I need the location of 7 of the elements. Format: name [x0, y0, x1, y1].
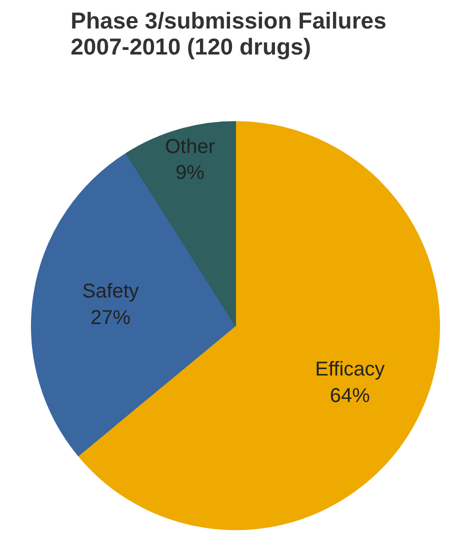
- slice-label: Other: [164, 136, 216, 158]
- slice-label: Efficacy: [315, 358, 385, 380]
- slice-label: Safety: [82, 280, 139, 303]
- data-label: 64%: [330, 384, 370, 407]
- data-label: 27%: [90, 306, 131, 329]
- data-label: 9%: [176, 162, 205, 184]
- chart-title: Phase 3/submission Failures 2007-2010 (120 drugs): [70, 8, 386, 60]
